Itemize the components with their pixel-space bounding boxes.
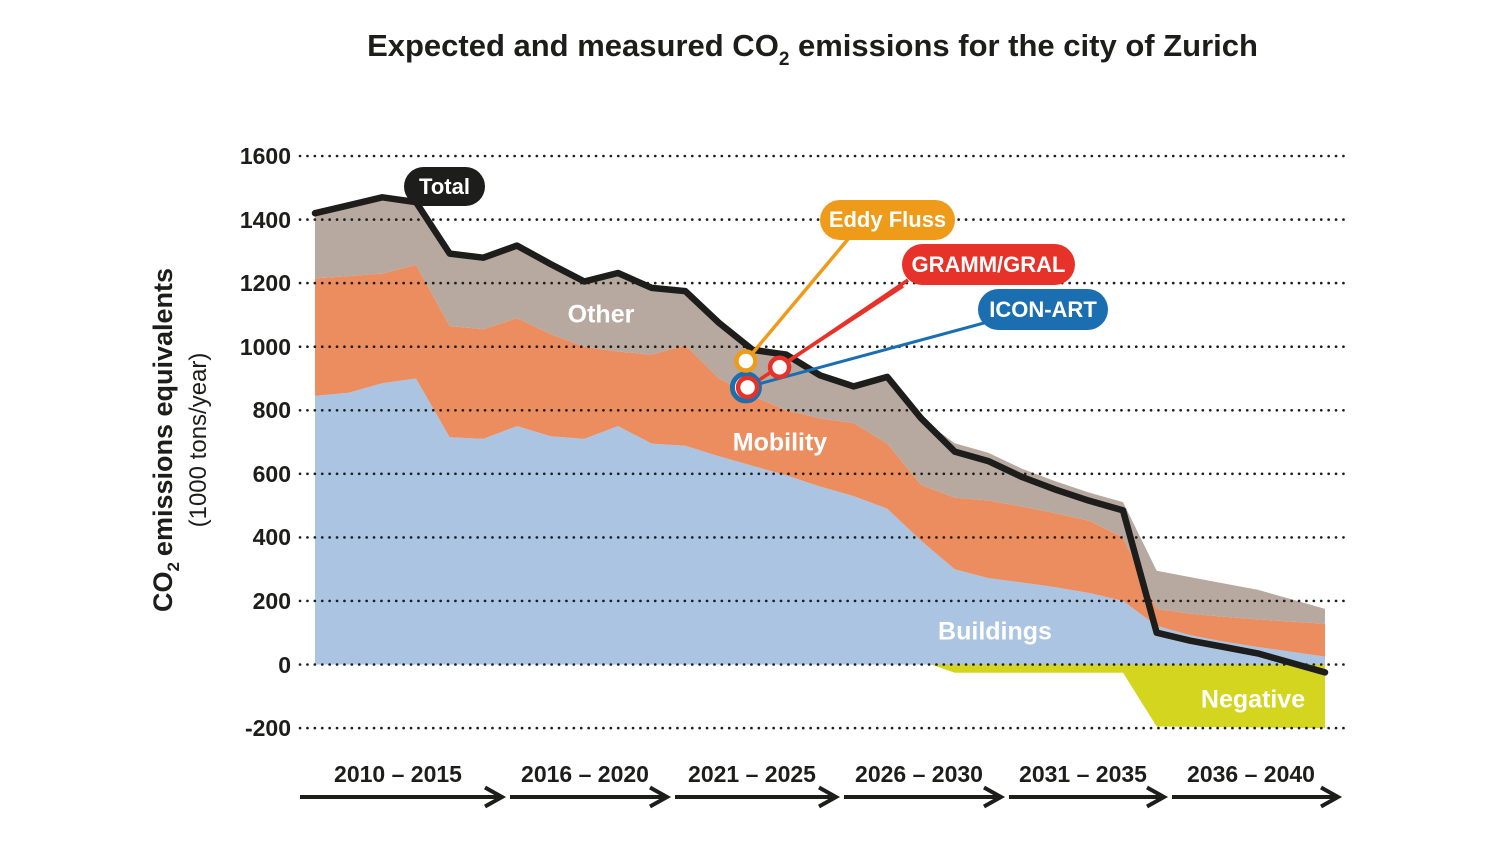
point-gramm-gral bbox=[767, 355, 792, 380]
y-tick-600: 600 bbox=[252, 461, 291, 487]
x-arrow-chevron-icon bbox=[649, 785, 672, 809]
y-axis-title: CO2 emissions equivalents bbox=[148, 268, 183, 612]
y-tick--200: -200 bbox=[244, 715, 291, 741]
y-axis-title-post: emissions equivalents bbox=[148, 268, 178, 556]
area-label-other: Other bbox=[567, 300, 635, 329]
x-axis-arrows bbox=[300, 785, 1343, 809]
area-label-negative: Negative bbox=[1200, 685, 1306, 714]
x-period-label: 2010 – 2015 bbox=[334, 761, 462, 787]
area-mobility bbox=[315, 264, 1325, 657]
y-tick-400: 400 bbox=[252, 524, 291, 550]
y-tick-1200: 1200 bbox=[239, 270, 291, 296]
y-tick-800: 800 bbox=[252, 397, 291, 423]
x-period-label: 2031 – 2035 bbox=[1019, 761, 1147, 787]
legend-bubble-gramm-gral: GRAMM/GRAL bbox=[902, 244, 1075, 285]
point-gramm-gral bbox=[735, 375, 760, 400]
legend-bubble-icon-art: ICON-ART bbox=[978, 289, 1108, 330]
x-arrow-chevron-icon bbox=[1320, 785, 1343, 809]
y-axis-unit: (1000 tons/year) bbox=[185, 353, 212, 528]
y-axis-title-pre: CO bbox=[148, 572, 178, 613]
leader-line-eddy-fluss bbox=[744, 236, 851, 363]
area-other bbox=[315, 197, 1325, 624]
legend-bubble-eddy-fluss: Eddy Fluss bbox=[820, 200, 955, 240]
x-arrow-chevron-icon bbox=[1146, 785, 1169, 809]
area-label-mobility: Mobility bbox=[732, 428, 828, 457]
page-title: Expected and measured CO2 emissions for … bbox=[0, 28, 1500, 71]
y-tick-0: 0 bbox=[278, 652, 291, 678]
y-axis-title-subscript: 2 bbox=[164, 562, 183, 571]
total-emissions-line bbox=[311, 194, 1329, 676]
area-negative bbox=[931, 664, 1325, 729]
x-arrow-chevron-icon bbox=[983, 785, 1006, 809]
area-label-buildings: Buildings bbox=[938, 617, 1052, 646]
area-buildings bbox=[315, 378, 1325, 665]
total-line bbox=[311, 194, 1329, 676]
title-subscript: 2 bbox=[778, 49, 790, 70]
title-pre: Expected and measured CO bbox=[367, 28, 779, 63]
x-period-label: 2026 – 2030 bbox=[855, 761, 983, 787]
y-tick-1600: 1600 bbox=[239, 143, 291, 169]
total-bubble: Total bbox=[404, 167, 485, 206]
y-tick-1400: 1400 bbox=[239, 207, 291, 233]
y-tick-1000: 1000 bbox=[239, 334, 291, 360]
x-arrow-chevron-icon bbox=[484, 785, 507, 809]
point-eddy-fluss bbox=[734, 349, 758, 373]
stacked-areas bbox=[315, 197, 1325, 729]
x-period-label: 2021 – 2025 bbox=[688, 761, 816, 787]
x-arrow-chevron-icon bbox=[818, 785, 841, 809]
measurement-points bbox=[729, 349, 792, 404]
title-post: emissions for the city of Zurich bbox=[789, 28, 1258, 63]
x-period-label: 2016 – 2020 bbox=[521, 761, 649, 787]
x-period-label: 2036 – 2040 bbox=[1187, 761, 1315, 787]
y-tick-200: 200 bbox=[252, 588, 291, 614]
